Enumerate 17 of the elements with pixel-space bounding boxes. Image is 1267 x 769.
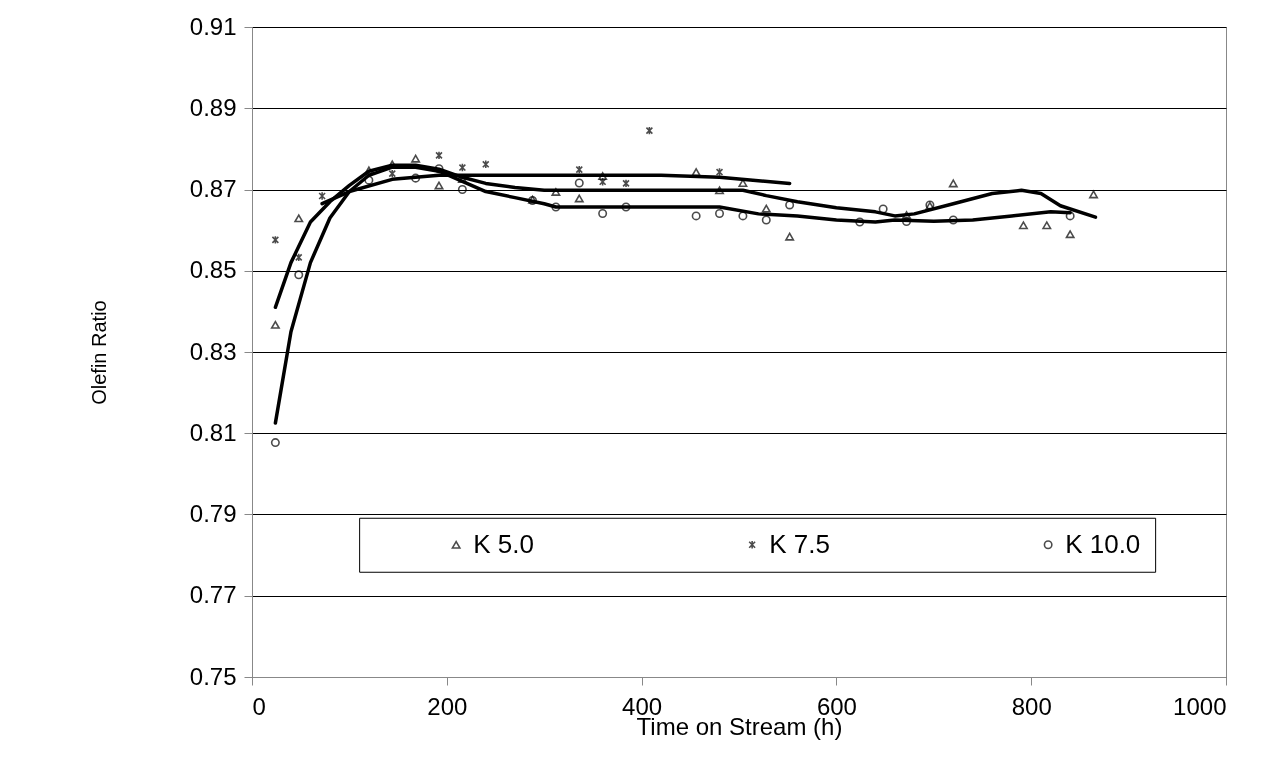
y-tick-label: 0.91 — [189, 12, 237, 40]
y-tick-label: 0.87 — [189, 175, 237, 202]
legend-label: K 7.5 — [769, 528, 830, 559]
x-tick-label: 200 — [427, 692, 468, 720]
legend-label: K 10.0 — [1065, 528, 1141, 559]
y-tick-label: 0.83 — [189, 337, 237, 365]
y-tick-label: 0.79 — [189, 500, 237, 527]
y-tick-label: 0.75 — [189, 662, 237, 690]
y-tick-label: 0.85 — [189, 256, 237, 284]
x-tick-label: 800 — [1011, 692, 1052, 720]
legend-label: K 5.0 — [473, 528, 534, 559]
y-tick-label: 0.77 — [189, 581, 237, 609]
y-axis-title: Olefin Ratio — [87, 300, 110, 405]
y-tick-label: 0.81 — [189, 418, 237, 446]
x-tick-label: 1000 — [1173, 692, 1227, 720]
x-tick-label: 0 — [252, 692, 266, 720]
y-tick-label: 0.89 — [189, 93, 237, 121]
